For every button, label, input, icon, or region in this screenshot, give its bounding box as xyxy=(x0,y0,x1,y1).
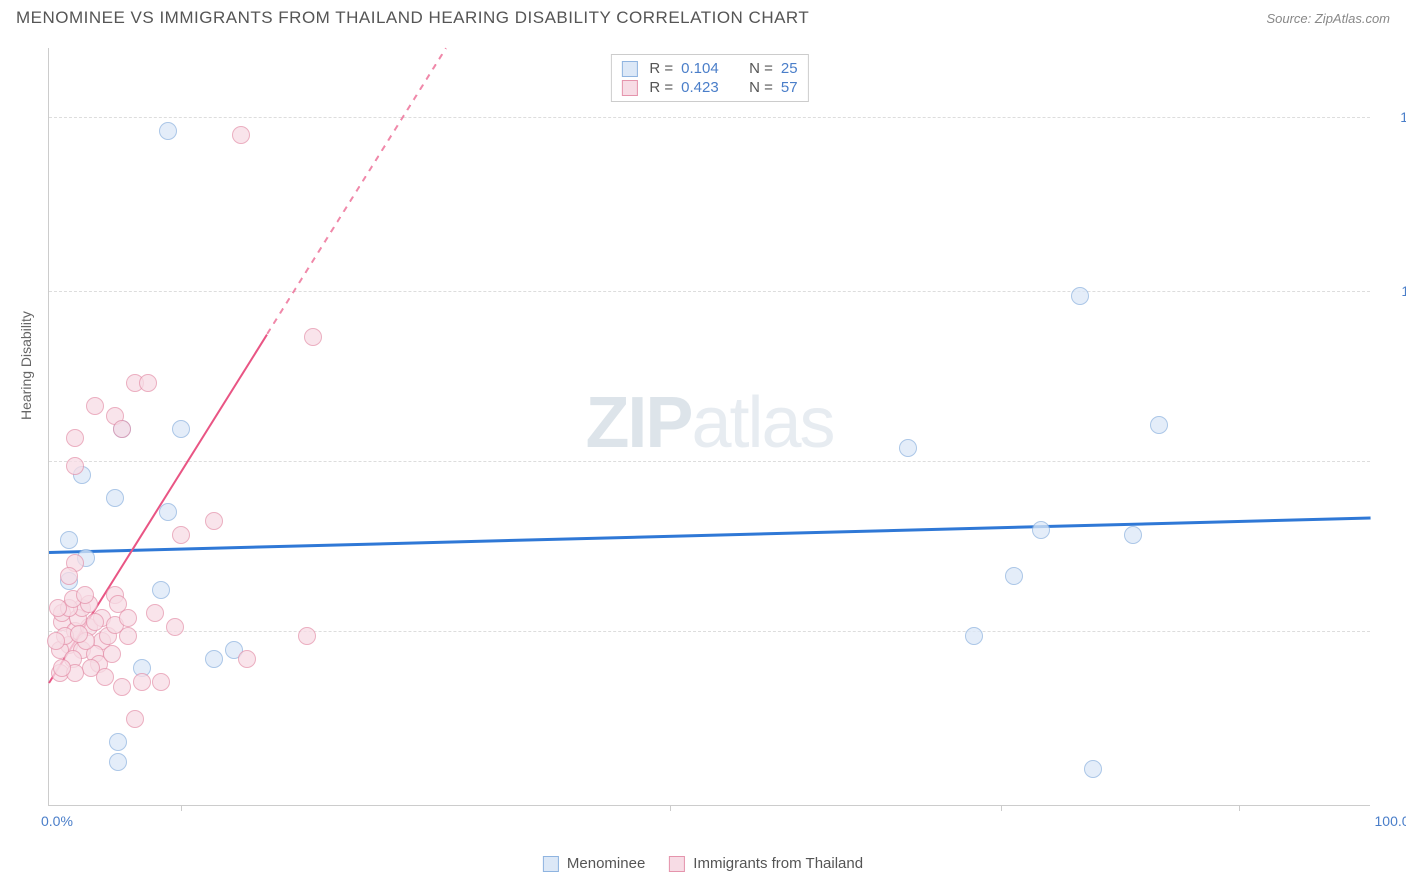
scatter-point xyxy=(1150,416,1168,434)
scatter-point xyxy=(1032,521,1050,539)
y-tick-label: 7.5% xyxy=(1380,453,1406,469)
legend-series: Menominee Immigrants from Thailand xyxy=(543,855,863,872)
scatter-point xyxy=(103,645,121,663)
y-axis-label: Hearing Disability xyxy=(18,311,34,420)
scatter-point xyxy=(965,627,983,645)
chart-title: MENOMINEE VS IMMIGRANTS FROM THAILAND HE… xyxy=(16,8,809,28)
scatter-point xyxy=(60,531,78,549)
legend-label: Menominee xyxy=(567,855,645,872)
scatter-point xyxy=(152,673,170,691)
scatter-point xyxy=(106,489,124,507)
scatter-point xyxy=(66,429,84,447)
scatter-point xyxy=(139,374,157,392)
scatter-point xyxy=(1084,760,1102,778)
scatter-chart: ZIPatlas R =0.104N =25R =0.423N =57 3.8%… xyxy=(48,48,1370,806)
legend-stat-row: R = 0.423 N = 57 xyxy=(621,78,797,97)
swatch xyxy=(669,856,685,872)
tick-v xyxy=(1001,805,1002,811)
scatter-point xyxy=(146,604,164,622)
gridline-h xyxy=(49,631,1370,632)
gridline-h xyxy=(49,117,1370,118)
x-tick-label: 0.0% xyxy=(41,813,73,829)
header: MENOMINEE VS IMMIGRANTS FROM THAILAND HE… xyxy=(0,0,1406,32)
tick-v xyxy=(1239,805,1240,811)
scatter-point xyxy=(899,439,917,457)
scatter-point xyxy=(159,503,177,521)
scatter-point xyxy=(1005,567,1023,585)
scatter-point xyxy=(47,632,65,650)
r-label: R = xyxy=(649,79,673,96)
r-label: R = xyxy=(649,60,673,77)
gridline-h xyxy=(49,291,1370,292)
scatter-point xyxy=(126,710,144,728)
scatter-point xyxy=(86,397,104,415)
scatter-point xyxy=(232,126,250,144)
gridline-h xyxy=(49,461,1370,462)
scatter-point xyxy=(205,650,223,668)
scatter-point xyxy=(70,625,88,643)
n-label: N = xyxy=(749,79,773,96)
swatch xyxy=(621,80,637,96)
legend-label: Immigrants from Thailand xyxy=(693,855,863,872)
scatter-point xyxy=(133,673,151,691)
legend-stat-row: R = 0.104 N = 25 xyxy=(621,59,797,78)
scatter-point xyxy=(109,595,127,613)
source-label: Source: ZipAtlas.com xyxy=(1266,11,1390,26)
scatter-point xyxy=(1124,526,1142,544)
legend-item: Menominee xyxy=(543,855,645,872)
swatch xyxy=(621,61,637,77)
scatter-point xyxy=(159,122,177,140)
y-tick-label: 3.8% xyxy=(1380,623,1406,639)
n-value: 25 xyxy=(781,60,798,77)
scatter-point xyxy=(172,420,190,438)
n-value: 57 xyxy=(781,79,798,96)
x-tick-label: 100.0% xyxy=(1375,813,1406,829)
y-tick-label: 11.2% xyxy=(1380,283,1406,299)
swatch xyxy=(543,856,559,872)
watermark: ZIPatlas xyxy=(585,381,833,463)
y-tick-label: 15.0% xyxy=(1380,109,1406,125)
n-label: N = xyxy=(749,60,773,77)
scatter-point xyxy=(113,420,131,438)
scatter-point xyxy=(113,678,131,696)
legend-stats: R = 0.104 N = 25 R = 0.423 N = 57 xyxy=(610,54,808,102)
scatter-point xyxy=(304,328,322,346)
scatter-point xyxy=(152,581,170,599)
scatter-point xyxy=(172,526,190,544)
scatter-point xyxy=(109,753,127,771)
scatter-point xyxy=(298,627,316,645)
scatter-point xyxy=(76,586,94,604)
trend-line xyxy=(49,517,1371,554)
r-value: 0.104 xyxy=(681,60,729,77)
scatter-point xyxy=(109,733,127,751)
scatter-point xyxy=(96,668,114,686)
scatter-point xyxy=(60,567,78,585)
scatter-point xyxy=(166,618,184,636)
scatter-point xyxy=(1071,287,1089,305)
tick-v xyxy=(670,805,671,811)
scatter-point xyxy=(205,512,223,530)
legend-item: Immigrants from Thailand xyxy=(669,855,863,872)
r-value: 0.423 xyxy=(681,79,729,96)
tick-v xyxy=(181,805,182,811)
scatter-point xyxy=(238,650,256,668)
